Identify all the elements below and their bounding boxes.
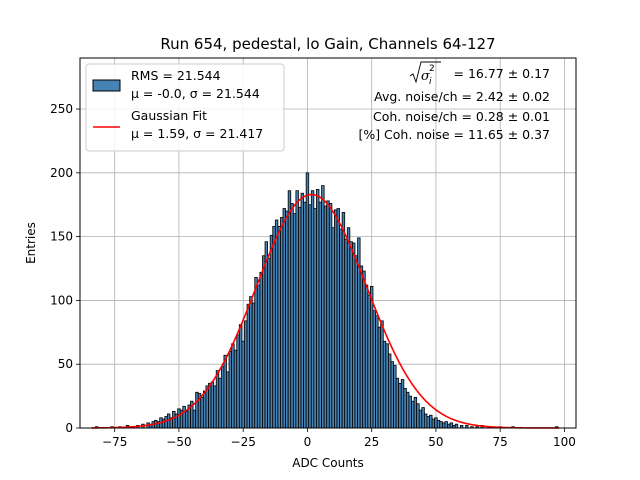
y-tick-label: 50 bbox=[58, 357, 73, 371]
y-tick-label: 0 bbox=[65, 421, 73, 435]
x-tick-label: 100 bbox=[553, 435, 576, 449]
x-tick-label: −50 bbox=[166, 435, 191, 449]
legend-fit-label: Gaussian Fit bbox=[131, 108, 207, 123]
x-axis-ticks: −75 −50 −25 0 25 50 75 100 bbox=[102, 428, 576, 449]
x-tick-label: 50 bbox=[428, 435, 443, 449]
x-tick-label: −25 bbox=[231, 435, 256, 449]
x-tick-label: 0 bbox=[304, 435, 312, 449]
legend-histogram-label: RMS = 21.544 bbox=[131, 68, 221, 83]
coherent-noise-stat: Coh. noise/ch = 0.28 ± 0.01 bbox=[373, 109, 550, 124]
plot-frame bbox=[79, 57, 577, 429]
sigma-squared-symbol: σ 2 i bbox=[409, 61, 441, 87]
legend-box bbox=[85, 63, 285, 152]
coherent-noise-percent-stat: [%] Coh. noise = 11.65 ± 0.37 bbox=[358, 127, 550, 142]
histogram-bar bbox=[454, 423, 459, 429]
legend-fit-stats: μ = 1.59, σ = 21.417 bbox=[131, 126, 263, 141]
svg-text:i: i bbox=[429, 77, 432, 87]
y-axis-ticks: 0 50 100 150 200 250 bbox=[50, 102, 80, 435]
y-tick-label: 200 bbox=[50, 166, 73, 180]
y-tick-label: 150 bbox=[50, 230, 73, 244]
y-axis-label: Entries bbox=[24, 222, 38, 264]
chart-title: Run 654, pedestal, lo Gain, Channels 64-… bbox=[160, 35, 495, 53]
svg-text:σ: σ bbox=[421, 69, 431, 84]
y-tick-label: 100 bbox=[50, 293, 73, 307]
legend: RMS = 21.544 μ = -0.0, σ = 21.544 Gaussi… bbox=[85, 63, 285, 152]
noise-stats: σ 2 i = 16.77 ± 0.17 Avg. noise/ch = 2.4… bbox=[358, 61, 550, 142]
legend-histogram-swatch bbox=[92, 79, 121, 92]
y-tick-label: 250 bbox=[50, 102, 73, 116]
gaussian-fit-curve bbox=[91, 193, 560, 429]
avg-noise-stat: Avg. noise/ch = 2.42 ± 0.02 bbox=[374, 89, 550, 104]
legend-histogram-stats: μ = -0.0, σ = 21.544 bbox=[131, 86, 260, 101]
x-tick-label: 75 bbox=[493, 435, 508, 449]
svg-text:2: 2 bbox=[429, 64, 435, 74]
x-tick-label: −75 bbox=[102, 435, 127, 449]
sigma-squared-value: = 16.77 ± 0.17 bbox=[454, 66, 550, 81]
x-axis-label: ADC Counts bbox=[292, 456, 364, 470]
x-tick-label: 25 bbox=[364, 435, 379, 449]
